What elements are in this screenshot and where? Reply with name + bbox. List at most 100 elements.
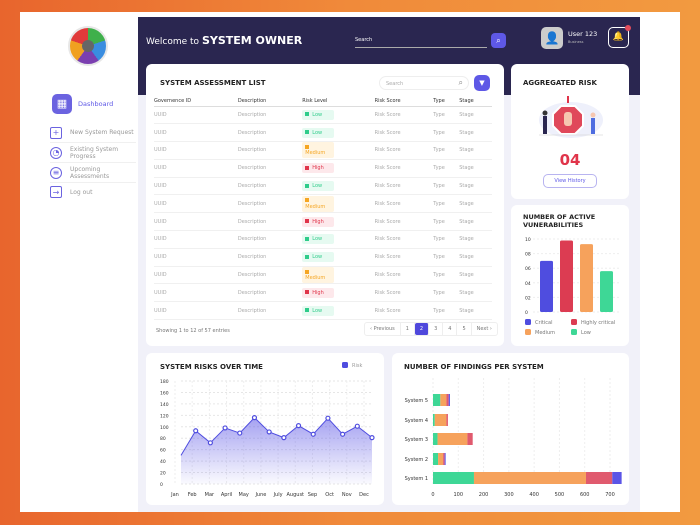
table-cell: Risk Score <box>374 301 434 321</box>
filter-button[interactable]: ▼ <box>474 75 490 91</box>
table-row[interactable]: UUID Description Low Risk Score Type Stage <box>154 106 492 125</box>
bar-segment <box>438 453 444 465</box>
column-header: Stage <box>459 96 492 107</box>
risk-level-cell: High <box>302 159 375 178</box>
bar-segment <box>444 453 446 465</box>
column-header: Risk Score <box>374 96 434 107</box>
table-cell: Description <box>237 141 303 160</box>
page-button[interactable]: 5 <box>457 323 472 335</box>
table-row[interactable]: UUID Description Medium Risk Score Type Stage <box>154 141 492 160</box>
legend-label: Low <box>581 330 591 336</box>
table-cell: Description <box>237 283 303 303</box>
table-cell: Risk Score <box>374 230 434 249</box>
legend-label: Highly critical <box>581 320 615 326</box>
card-title: AGGREGATED RISK <box>523 79 597 87</box>
y-tick-label: 10 <box>525 237 531 243</box>
risk-level-cell: Low <box>302 248 375 267</box>
page-button[interactable]: 3 <box>429 323 444 335</box>
data-point <box>369 435 375 441</box>
table-row[interactable]: UUID Description Medium Risk Score Type Stage <box>154 266 492 285</box>
stop-illustration <box>539 96 603 138</box>
x-tick-label: 600 <box>580 492 590 498</box>
x-tick-label: Oct <box>325 492 334 498</box>
sidebar-item-logout[interactable]: → Log out <box>50 183 136 201</box>
avatar[interactable]: 👤 <box>541 27 563 49</box>
table-row[interactable]: UUID Description Low Risk Score Type Stage <box>154 301 492 321</box>
table-cell: Description <box>237 212 303 232</box>
bar-segment <box>467 433 473 445</box>
table-cell: Type <box>433 141 460 160</box>
sidebar-item-new-system-request[interactable]: + New System Request <box>50 123 136 143</box>
bar-segment <box>437 433 468 445</box>
table-cell: Risk Score <box>374 141 434 160</box>
table-row[interactable]: UUID Description High Risk Score Type Stage <box>154 283 492 303</box>
table-cell: Type <box>433 194 460 214</box>
table-cell: Risk Score <box>374 177 434 196</box>
table-row[interactable]: UUID Description Low Risk Score Type Stage <box>154 177 492 196</box>
risks-over-time-chart: 0 20 40 60 80 100 120 140 160 180 Jan Feb Mar April Ma… <box>160 362 375 498</box>
x-tick-label: June <box>254 492 266 498</box>
table-cell: Risk Score <box>374 123 434 143</box>
table-cell: Type <box>433 123 460 143</box>
risk-level-cell: Low <box>302 230 375 249</box>
y-tick-label: 60 <box>160 448 166 454</box>
table-row[interactable]: UUID Description Medium Risk Score Type Stage <box>154 194 492 214</box>
column-header: Type <box>433 96 460 107</box>
y-tick-label: System 4 <box>405 418 428 424</box>
sidebar-item-dashboard[interactable]: ▦ Dashboard <box>52 94 113 114</box>
x-tick-label: May <box>239 492 249 498</box>
table-row[interactable]: UUID Description High Risk Score Type Stage <box>154 212 492 232</box>
bell-icon[interactable]: 🔔 <box>608 25 631 48</box>
bar-segment <box>446 414 448 426</box>
table-search-input[interactable]: Search ⌕ <box>379 76 469 90</box>
table-cell: Description <box>237 159 303 178</box>
bar-segment <box>446 394 449 406</box>
page-button[interactable]: ‹ Previous <box>365 323 401 335</box>
plus-square-icon: + <box>50 126 62 139</box>
table-cell: Description <box>237 194 303 214</box>
findings-chart: 0 100 200 300 400 500 600 700 System 5 System 4 Sy… <box>405 378 622 498</box>
table-cell: Risk Score <box>374 159 434 178</box>
table-cell: Description <box>237 177 303 196</box>
table-row[interactable]: UUID Description Low Risk Score Type Stage <box>154 123 492 143</box>
page-button[interactable]: 1 <box>401 323 415 335</box>
vulnerabilities-chart: 0 02 04 06 08 10 Critical Highly critical Medium… <box>525 237 619 336</box>
table-cell: Type <box>433 248 460 267</box>
risk-level-cell: Low <box>302 123 375 143</box>
status-badge: Low <box>302 127 335 138</box>
column-header: Risk Level <box>302 96 375 107</box>
x-tick-label: July <box>273 492 283 498</box>
table-cell: Stage <box>459 301 492 321</box>
view-history-button[interactable]: View History <box>543 174 597 188</box>
legend-swatch <box>525 329 531 335</box>
column-header: Description <box>237 96 303 107</box>
table-row[interactable]: UUID Description High Risk Score Type Stage <box>154 159 492 178</box>
sidebar-item-existing-system-progress[interactable]: ◔ Existing System Progress <box>50 143 136 163</box>
table-cell: Risk Score <box>374 283 434 303</box>
status-badge: Low <box>302 305 335 316</box>
table-row[interactable]: UUID Description Low Risk Score Type Stage <box>154 230 492 249</box>
table-row[interactable]: UUID Description Low Risk Score Type Stage <box>154 248 492 267</box>
table-cell: Stage <box>459 106 492 125</box>
bar-segment <box>473 472 586 484</box>
status-badge: High <box>302 287 335 298</box>
page-button[interactable]: 4 <box>443 323 458 335</box>
page-button[interactable]: Next › <box>476 326 492 332</box>
data-point <box>207 440 213 446</box>
header-search-input[interactable]: Search <box>355 33 487 48</box>
card-title: NUMBER OF FINDINGS PER SYSTEM <box>404 363 544 371</box>
status-badge: Low <box>302 252 335 263</box>
bar-segment <box>433 453 439 465</box>
aggregated-risk-value: 04 <box>559 151 581 169</box>
logo <box>68 26 108 66</box>
y-tick-label: 04 <box>525 281 531 287</box>
table-cell: UUID <box>154 248 238 267</box>
x-tick-label: Sep <box>308 492 317 498</box>
card-title: SYSTEM ASSESSMENT LIST <box>160 79 266 87</box>
sidebar-item-label: New System Request <box>70 129 134 136</box>
search-button[interactable]: ⌕ <box>491 33 506 48</box>
table-cell: Stage <box>459 248 492 267</box>
y-tick-label: System 1 <box>405 476 428 482</box>
page-button[interactable]: 2 <box>414 323 430 335</box>
sidebar-item-upcoming-assessments[interactable]: ≡ Upcoming Assessments <box>50 163 136 183</box>
